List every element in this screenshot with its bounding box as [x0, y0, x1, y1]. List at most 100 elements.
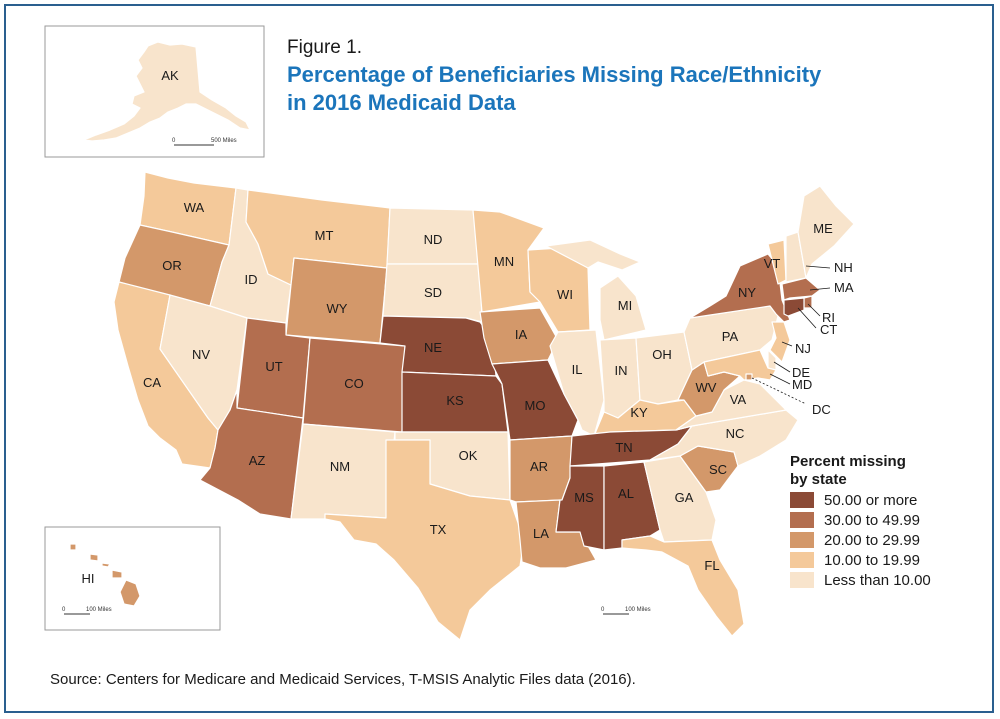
state-label-UT: UT	[265, 359, 282, 374]
state-label-SD: SD	[424, 285, 442, 300]
alaska-scale-bar: 0 500 Miles	[172, 138, 237, 146]
state-label-LA: LA	[533, 526, 549, 541]
state-label-MS: MS	[574, 490, 594, 505]
legend: Percent missing by state 50.00 or more 3…	[790, 453, 931, 589]
legend-label-1: 30.00 to 49.99	[824, 512, 920, 529]
state-label-KY: KY	[630, 405, 648, 420]
mainland-scale-bar: 0 100 Miles	[601, 607, 651, 615]
state-label-AR: AR	[530, 459, 548, 474]
legend-item-4: Less than 10.00	[790, 572, 931, 589]
state-label-TN: TN	[615, 440, 632, 455]
state-HI-maui	[111, 569, 123, 579]
state-CT	[783, 297, 805, 317]
state-label-MO: MO	[525, 398, 546, 413]
state-label-AK: AK	[161, 68, 179, 83]
state-MO	[491, 359, 579, 441]
mainland-states	[113, 171, 855, 641]
svg-text:500 Miles: 500 Miles	[211, 138, 237, 144]
state-HI-main	[119, 579, 141, 607]
state-label-ND: ND	[424, 232, 443, 247]
state-labels: WA OR CA ID NV MT WY UT AZ CO NM ND SD N…	[143, 200, 854, 573]
legend-label-2: 20.00 to 29.99	[824, 532, 920, 549]
state-label-CT: CT	[820, 322, 837, 337]
state-label-CA: CA	[143, 375, 161, 390]
state-label-PA: PA	[722, 329, 739, 344]
state-label-NE: NE	[424, 340, 442, 355]
state-label-OR: OR	[162, 258, 182, 273]
state-label-MD: MD	[792, 377, 812, 392]
legend-item-1: 30.00 to 49.99	[790, 512, 920, 529]
svg-text:0: 0	[62, 607, 66, 613]
state-label-FL: FL	[704, 558, 719, 573]
state-label-IA: IA	[515, 327, 528, 342]
state-label-ME: ME	[813, 221, 833, 236]
svg-text:100 Miles: 100 Miles	[625, 607, 651, 613]
state-label-MI: MI	[618, 298, 632, 313]
state-label-MA: MA	[834, 280, 854, 295]
state-label-GA: GA	[675, 490, 694, 505]
state-HI-kauai	[69, 543, 77, 551]
state-HI-oahu	[89, 553, 99, 562]
state-label-NJ: NJ	[795, 341, 811, 356]
state-label-KS: KS	[446, 393, 464, 408]
state-label-IN: IN	[615, 363, 628, 378]
legend-swatch-3	[790, 552, 814, 568]
legend-item-0: 50.00 or more	[790, 492, 917, 509]
state-label-DC: DC	[812, 402, 831, 417]
legend-swatch-2	[790, 532, 814, 548]
source-note: Source: Centers for Medicare and Medicai…	[50, 671, 636, 688]
state-AK	[83, 41, 251, 142]
legend-title-line-2: by state	[790, 471, 847, 488]
legend-label-0: 50.00 or more	[824, 492, 917, 509]
state-label-CO: CO	[344, 376, 364, 391]
state-ME	[797, 185, 855, 279]
legend-swatch-0	[790, 492, 814, 508]
map-title-line-2: in 2016 Medicaid Data	[287, 90, 516, 115]
state-HI-molokai	[101, 562, 111, 568]
state-label-MT: MT	[315, 228, 334, 243]
state-label-RI: RI	[822, 310, 835, 325]
state-label-NM: NM	[330, 459, 350, 474]
state-MI	[545, 239, 647, 341]
figure-frame: AK 0 500 Miles Figure 1. Percentage of B…	[4, 4, 994, 713]
state-MD	[703, 349, 777, 381]
state-WY	[285, 257, 388, 344]
state-label-NC: NC	[726, 426, 745, 441]
state-label-OH: OH	[652, 347, 672, 362]
legend-swatch-4	[790, 572, 814, 588]
state-label-WA: WA	[184, 200, 205, 215]
state-label-AZ: AZ	[249, 453, 266, 468]
state-label-NY: NY	[738, 285, 756, 300]
state-label-VT: VT	[764, 256, 781, 271]
legend-title-line-1: Percent missing	[790, 453, 906, 470]
state-label-HI: HI	[82, 571, 95, 586]
state-label-SC: SC	[709, 462, 727, 477]
state-label-WV: WV	[696, 380, 717, 395]
legend-item-2: 20.00 to 29.99	[790, 532, 920, 549]
alaska-inset: AK 0 500 Miles	[83, 41, 251, 146]
state-label-TX: TX	[430, 522, 447, 537]
legend-label-3: 10.00 to 19.99	[824, 552, 920, 569]
state-RI	[803, 295, 813, 309]
legend-swatch-1	[790, 512, 814, 528]
state-label-DE: DE	[792, 365, 810, 380]
svg-text:0: 0	[601, 607, 605, 613]
legend-label-4: Less than 10.00	[824, 572, 931, 589]
hawaii-inset-box	[44, 526, 221, 631]
state-FL	[621, 535, 745, 637]
state-label-VA: VA	[730, 392, 747, 407]
state-NJ	[769, 321, 791, 363]
choropleth-map: AK 0 500 Miles Figure 1. Percentage of B…	[44, 25, 931, 688]
state-label-AL: AL	[618, 486, 634, 501]
map-title-line-1: Percentage of Beneficiaries Missing Race…	[287, 62, 822, 87]
state-AZ	[199, 389, 304, 520]
figure-label: Figure 1.	[287, 37, 362, 58]
state-label-NH: NH	[834, 260, 853, 275]
state-label-WI: WI	[557, 287, 573, 302]
legend-item-3: 10.00 to 19.99	[790, 552, 920, 569]
state-label-ID: ID	[245, 272, 258, 287]
svg-text:100 Miles: 100 Miles	[86, 607, 112, 613]
state-label-WY: WY	[327, 301, 348, 316]
hawaii-inset: HI 0 100 Miles	[62, 543, 141, 615]
state-label-NV: NV	[192, 347, 210, 362]
